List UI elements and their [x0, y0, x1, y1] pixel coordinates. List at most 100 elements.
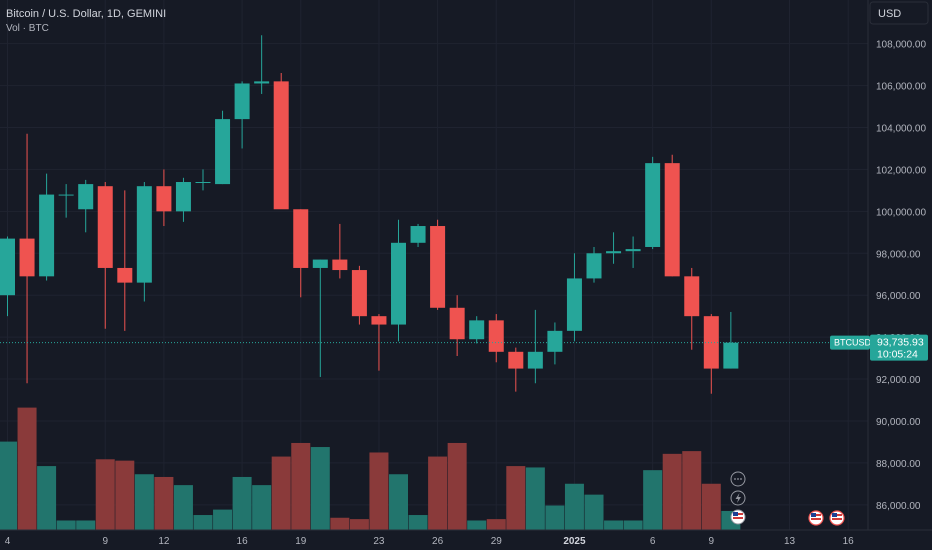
price-tag-value: 93,735.93: [877, 337, 924, 349]
volume-bar: [95, 459, 115, 530]
volume-bar: [545, 505, 565, 530]
candle-body: [645, 163, 661, 247]
volume-bar: [310, 447, 330, 530]
candle-body: [586, 253, 602, 279]
volume-bar: [252, 485, 272, 530]
candle-body: [215, 119, 231, 185]
volume-bar: [349, 519, 369, 530]
time-tick-label: 4: [5, 536, 11, 547]
volume-bar: [662, 453, 682, 530]
volume-bar: [17, 407, 37, 530]
volume-bar: [369, 452, 389, 530]
price-tick-label: 100,000.00: [876, 207, 926, 218]
time-tick-label: 26: [432, 536, 444, 547]
volume-legend[interactable]: Vol · BTC: [6, 23, 49, 34]
event-us-flag-icon[interactable]: [829, 510, 845, 526]
candle-body: [156, 186, 172, 212]
price-tick-label: 104,000.00: [876, 123, 926, 134]
time-tick-label: 16: [843, 536, 855, 547]
candle-body: [273, 81, 289, 210]
candle-body: [625, 249, 641, 252]
price-tick-label: 88,000.00: [876, 459, 921, 470]
price-tick-label: 108,000.00: [876, 40, 926, 51]
volume-bar: [682, 451, 702, 530]
event-us-flag-icon[interactable]: [808, 510, 824, 526]
volume-bar: [76, 520, 96, 530]
time-tick-label: 13: [784, 536, 796, 547]
volume-bar: [154, 476, 174, 530]
candle-body: [293, 209, 309, 268]
volume-bar: [271, 456, 291, 530]
candle-body: [449, 307, 465, 340]
price-tick-label: 86,000.00: [876, 501, 921, 512]
candle-body: [508, 351, 524, 369]
time-tick-label: 16: [237, 536, 249, 547]
time-tick-label: 23: [373, 536, 385, 547]
price-tick-label: 90,000.00: [876, 417, 921, 428]
candle-body: [195, 182, 211, 183]
events-ellipsis-icon[interactable]: [730, 471, 746, 487]
candle-body: [391, 242, 406, 325]
candle-body: [312, 259, 328, 268]
candle-body: [234, 83, 250, 120]
volume-bar: [37, 466, 57, 530]
volume-bar: [389, 474, 408, 530]
candle-body: [488, 320, 504, 352]
candle-body: [58, 194, 74, 196]
volume-bar: [525, 467, 545, 530]
price-axis[interactable]: 86,000.0088,000.0090,000.0092,000.0094,0…: [876, 40, 926, 512]
current-price-tag: BTCUSD 93,735.93 10:05:24: [830, 334, 928, 361]
volume-bar: [0, 441, 17, 530]
candle-body: [0, 238, 15, 296]
time-tick-label: 19: [295, 536, 307, 547]
candle-body: [566, 278, 582, 331]
candle-body: [136, 186, 152, 283]
candle-body: [606, 251, 622, 254]
symbol-title[interactable]: Bitcoin / U.S. Dollar, 1D, GEMINI: [6, 8, 166, 20]
candle-body: [39, 194, 55, 277]
currency-label: USD: [878, 8, 901, 20]
volume-bar: [232, 476, 252, 530]
volume-bar: [564, 483, 584, 530]
volume-bar: [330, 517, 350, 530]
volume-bar: [467, 520, 487, 530]
volume-bar: [56, 520, 76, 530]
volume-bar: [584, 494, 604, 530]
candle-body: [469, 320, 485, 340]
candle-body: [430, 226, 446, 308]
volume-bar: [506, 466, 526, 530]
time-axis[interactable]: 4 9 12 16 19 23 26 29 2025 6 9 13 16: [5, 536, 854, 547]
time-tick-label: 2025: [563, 536, 586, 547]
volume-bar: [291, 442, 311, 530]
volume-bar: [623, 520, 643, 530]
time-tick-label: 29: [491, 536, 503, 547]
events-lightning-icon[interactable]: [730, 490, 746, 506]
candle-body: [664, 163, 680, 277]
price-tick-label: 96,000.00: [876, 291, 921, 302]
volume-bar: [193, 515, 213, 530]
volume-bar: [486, 519, 506, 530]
price-tick-label: 98,000.00: [876, 249, 921, 260]
candle-body: [371, 316, 387, 325]
candle-body: [78, 184, 94, 210]
currency-button[interactable]: USD: [869, 1, 929, 25]
volume-bars: [0, 407, 741, 530]
volume-bar: [428, 456, 448, 530]
time-tick-label: 12: [158, 536, 170, 547]
candle-body: [527, 351, 543, 369]
volume-bar: [643, 470, 663, 530]
time-tick-label: 9: [709, 536, 715, 547]
volume-bar: [701, 483, 721, 530]
volume-bar: [213, 509, 233, 530]
volume-bar: [447, 442, 467, 530]
time-tick-label: 6: [650, 536, 656, 547]
event-us-flag-icon[interactable]: [730, 509, 746, 525]
volume-bar: [604, 520, 624, 530]
candle-body: [254, 81, 270, 84]
candle-body: [547, 330, 563, 352]
price-tag-countdown: 10:05:24: [877, 349, 918, 361]
candle-body: [175, 182, 191, 212]
volume-bar: [408, 515, 428, 530]
price-tick-label: 106,000.00: [876, 82, 926, 93]
